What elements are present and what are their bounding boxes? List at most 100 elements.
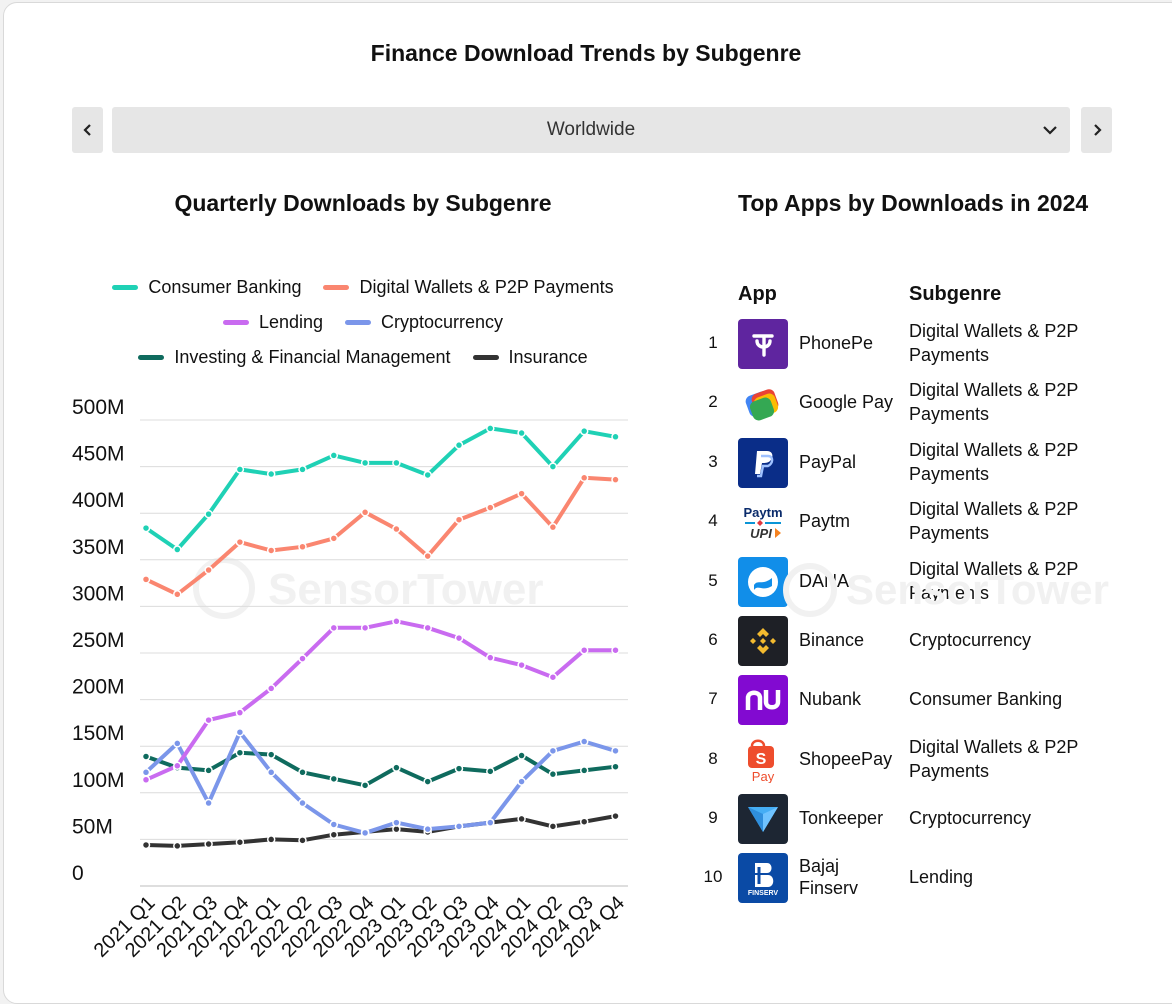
data-point[interactable] [579,817,589,826]
legend-item-digital-wallets[interactable]: Digital Wallets & P2P Payments [323,277,614,298]
data-point[interactable] [454,440,464,450]
table-row[interactable]: 10 FINSERV Bajaj Finserv Lending [700,851,1100,905]
data-point[interactable] [454,633,464,643]
app-name[interactable]: Google Pay [799,392,894,412]
legend-item-cryptocurrency[interactable]: Cryptocurrency [345,312,503,333]
data-point[interactable] [204,715,213,725]
data-point[interactable] [298,542,307,552]
data-point[interactable] [360,781,370,790]
data-point[interactable] [392,458,401,468]
data-point[interactable] [235,708,245,717]
data-point[interactable] [454,822,464,831]
data-point[interactable] [548,822,558,831]
data-point[interactable] [611,762,620,771]
data-point[interactable] [517,660,526,670]
data-point[interactable] [173,739,182,748]
data-point[interactable] [360,508,370,517]
data-point[interactable] [423,777,432,786]
table-row[interactable]: 2 Google Pay Digital Wallets & P2P Payment… [700,376,1100,430]
data-point[interactable] [235,748,245,757]
data-point[interactable] [423,623,432,633]
data-point[interactable] [141,523,151,533]
data-point[interactable] [141,840,151,850]
data-point[interactable] [517,814,526,824]
data-point[interactable] [235,837,245,847]
data-point[interactable] [141,768,151,777]
data-point[interactable] [141,752,151,761]
app-name[interactable]: Tonkeeper [799,808,884,828]
data-point[interactable] [204,565,213,575]
data-point[interactable] [298,768,307,777]
data-point[interactable] [204,766,213,775]
legend-item-lending[interactable]: Lending [222,312,323,333]
data-point[interactable] [517,428,526,438]
data-point[interactable] [235,465,245,474]
data-point[interactable] [173,590,182,599]
data-point[interactable] [423,551,432,561]
data-point[interactable] [173,841,182,851]
data-point[interactable] [266,835,276,844]
table-row[interactable]: 3 PayPal Digital Wallets & P2P Payments [700,436,1100,490]
data-point[interactable] [360,828,370,838]
data-point[interactable] [329,623,339,633]
data-point[interactable] [454,764,464,773]
data-point[interactable] [298,654,307,663]
previous-region-button[interactable] [72,107,103,153]
data-point[interactable] [611,645,620,655]
data-point[interactable] [579,766,589,775]
data-point[interactable] [517,751,526,760]
app-name[interactable]: Nubank [799,689,862,709]
data-point[interactable] [486,818,495,827]
data-point[interactable] [548,672,558,682]
data-point[interactable] [423,824,432,834]
data-point[interactable] [266,546,276,555]
app-name[interactable]: PhonePe [799,333,874,353]
data-point[interactable] [173,545,182,554]
data-point[interactable] [204,509,213,519]
table-row[interactable]: 9 Tonkeeper Cryptocurrency [700,792,1100,846]
data-point[interactable] [423,470,432,480]
app-name[interactable]: Binance [799,630,865,650]
app-name[interactable]: DANA [799,571,850,591]
data-point[interactable] [548,746,558,756]
region-select[interactable]: Worldwide [112,107,1070,153]
data-point[interactable] [329,830,339,839]
data-point[interactable] [611,475,620,484]
table-row[interactable]: 1 PhonePe Digital Wallets & P2P Payments [700,317,1100,371]
data-point[interactable] [204,798,213,808]
data-point[interactable] [235,727,245,737]
data-point[interactable] [392,818,401,827]
data-point[interactable] [517,489,526,498]
table-row[interactable]: 5 DANA Digital Wallets & P2P Payments [700,555,1100,609]
table-row[interactable]: 8 S Pay ShopeePay Digital Wallets & P2P Paym… [700,733,1100,787]
data-point[interactable] [486,767,495,776]
app-name[interactable]: PayPal [799,452,857,472]
app-name[interactable]: Paytm [799,511,851,531]
data-point[interactable] [392,524,401,534]
data-point[interactable] [266,750,276,759]
data-point[interactable] [266,469,276,479]
data-point[interactable] [611,811,620,821]
data-point[interactable] [579,426,589,436]
data-point[interactable] [579,645,589,655]
legend-item-investing[interactable]: Investing & Financial Management [138,347,451,368]
data-point[interactable] [392,617,401,626]
data-point[interactable] [548,522,558,532]
data-point[interactable] [173,761,182,771]
data-point[interactable] [392,763,401,772]
data-point[interactable] [266,684,276,693]
app-name[interactable]: Bajaj Finserv [799,856,859,898]
data-point[interactable] [486,503,495,512]
data-point[interactable] [298,465,307,474]
app-name[interactable]: ShopeePay [799,749,893,769]
data-point[interactable] [548,769,558,779]
legend-item-consumer-banking[interactable]: Consumer Banking [112,277,301,298]
data-point[interactable] [360,623,370,633]
data-point[interactable] [579,737,589,746]
data-point[interactable] [204,839,213,849]
table-row[interactable]: 6 Binance Cryptocurrency [700,614,1100,668]
data-point[interactable] [548,462,558,471]
data-point[interactable] [486,653,495,662]
data-point[interactable] [141,775,151,785]
data-point[interactable] [266,768,276,777]
